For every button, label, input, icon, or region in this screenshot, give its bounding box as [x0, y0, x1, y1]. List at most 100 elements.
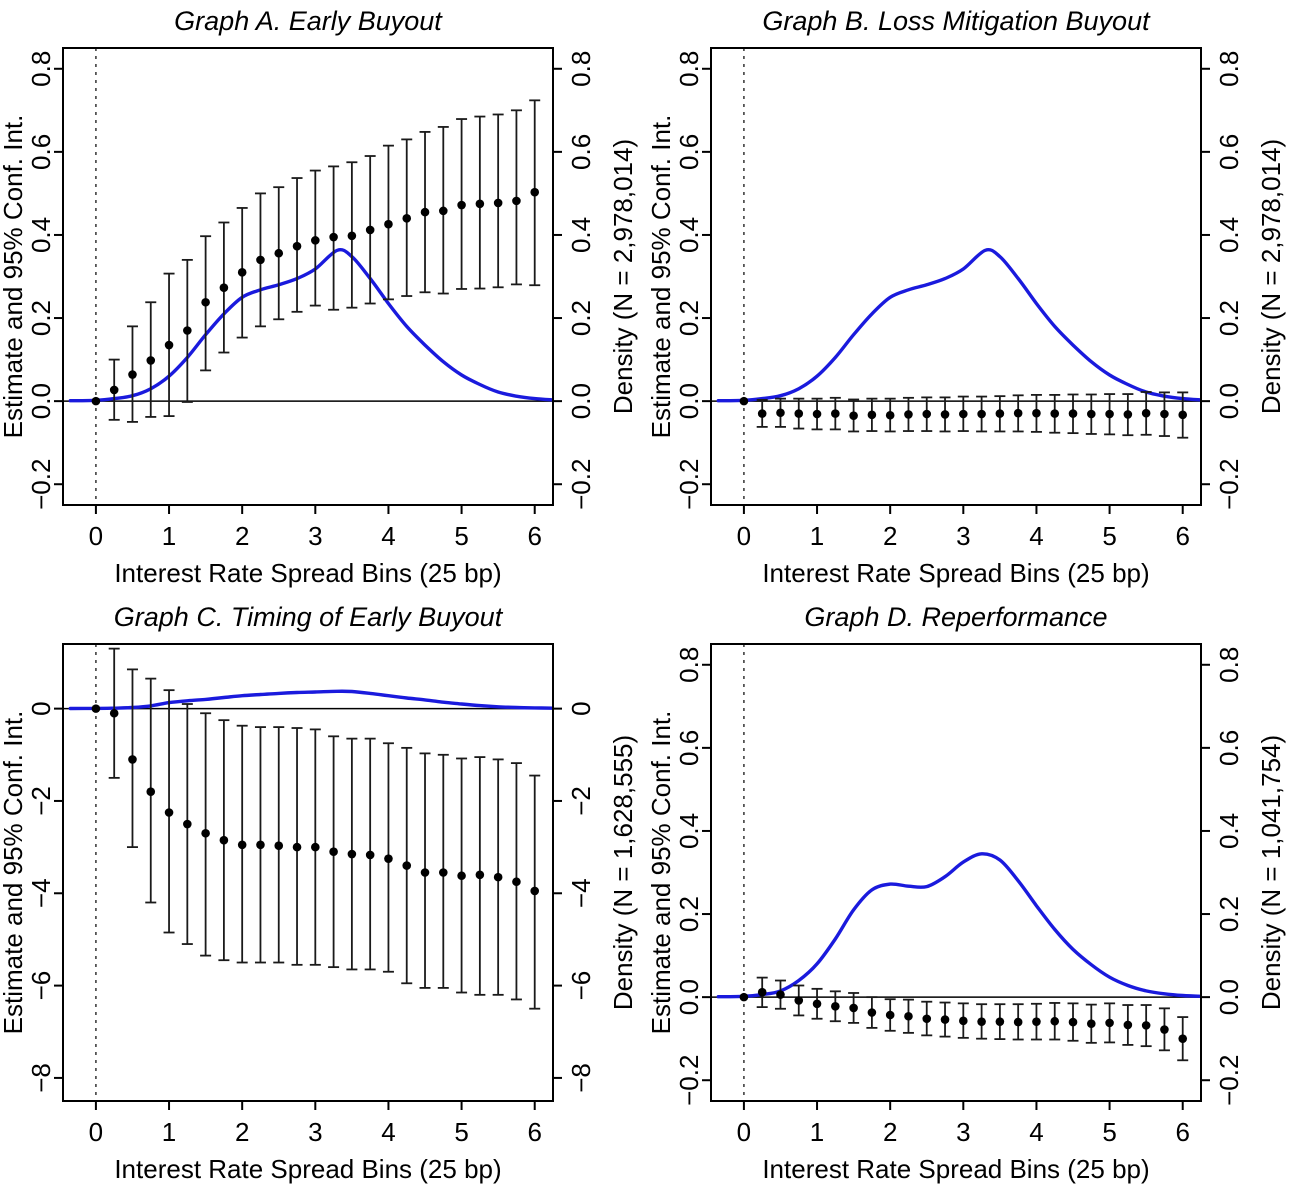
y-tick-label-right: 0.6 — [1214, 730, 1244, 766]
estimate-point — [384, 219, 393, 229]
x-tick-label: 2 — [235, 521, 249, 551]
y-tick-label-left: 0.2 — [674, 300, 704, 336]
x-tick-label: 6 — [1175, 1117, 1189, 1147]
estimate-point — [959, 1016, 968, 1026]
error-bars — [756, 391, 1189, 439]
estimate-point — [1068, 409, 1078, 418]
y-tick-label-right: 0.4 — [566, 217, 596, 253]
estimate-point — [493, 872, 503, 882]
estimate-point — [347, 849, 357, 859]
estimate-points — [739, 987, 1188, 1043]
panel-title: Graph A. Early Buyout — [174, 6, 443, 36]
estimate-point — [347, 231, 357, 241]
estimate-point — [1050, 1016, 1060, 1026]
x-axis: 0 1 2 3 4 5 6 — [737, 505, 1190, 551]
estimate-point — [438, 206, 448, 216]
y-tick-label-right: 0.0 — [566, 383, 596, 419]
estimate-point — [164, 340, 174, 350]
x-axis-label: Interest Rate Spread Bins (25 bp) — [762, 558, 1149, 588]
y-tick-label-left: −0.2 — [26, 459, 56, 510]
y-tick-label-right: 0.2 — [1214, 300, 1244, 336]
y-tick-label-right: 0.6 — [1214, 134, 1244, 170]
y-tick-label-right: −0.2 — [566, 459, 596, 510]
estimate-point — [91, 704, 101, 713]
estimate-point — [1068, 1017, 1078, 1027]
y-tick-label-left: −0.2 — [674, 459, 704, 510]
y-tick-label-right: −0.2 — [1214, 459, 1244, 510]
y-axis-label-right: Density (N = 1,041,754) — [1256, 735, 1286, 1010]
y-tick-label-left: 0.0 — [26, 383, 56, 419]
density-curve — [716, 248, 1201, 403]
estimate-point — [794, 409, 804, 418]
estimate-point — [493, 198, 503, 208]
y-tick-label-left: 0.2 — [26, 300, 56, 336]
estimate-point — [109, 385, 119, 395]
estimate-point — [365, 225, 375, 235]
x-tick-label: 6 — [527, 521, 541, 551]
estimate-point — [201, 828, 210, 838]
x-tick-label: 0 — [737, 521, 751, 551]
y-tick-label-right: −4 — [566, 878, 596, 908]
x-tick-label: 3 — [956, 521, 970, 551]
y-tick-label-left: 0.8 — [674, 647, 704, 683]
panel-graph-a: 0 1 2 3 4 5 6 0.8 0.8 0.6 0.6 0.4 0.4 0.2 0.2 0.0 0.0 −0.… — [0, 0, 648, 596]
estimate-point — [1123, 1020, 1133, 1030]
x-tick-label: 2 — [883, 1117, 897, 1147]
x-tick-label: 5 — [1102, 1117, 1116, 1147]
estimate-point — [940, 410, 950, 419]
estimate-point — [91, 396, 101, 406]
plot-box — [62, 643, 554, 1102]
estimate-point — [1178, 410, 1188, 420]
estimate-point — [794, 996, 804, 1005]
y-tick-label-left: 0.4 — [674, 217, 704, 253]
y-tick-label-right: 0.2 — [566, 300, 596, 336]
error-bars — [756, 976, 1189, 1062]
estimate-point — [402, 861, 412, 870]
y-tick-label-left: −6 — [26, 971, 56, 1001]
estimate-point — [183, 326, 192, 335]
y-tick-label-right: 0.2 — [1214, 896, 1244, 932]
estimate-point — [201, 297, 210, 307]
estimate-point — [977, 409, 986, 419]
plot-box — [710, 47, 1202, 506]
estimate-point — [831, 409, 840, 418]
y-tick-label-right: −2 — [566, 786, 596, 816]
estimate-point — [475, 199, 485, 209]
estimate-point — [530, 886, 540, 896]
y-tick-label-left: 0.6 — [674, 730, 704, 766]
y-tick-label-right: 0.4 — [1214, 217, 1244, 253]
estimate-point — [146, 787, 156, 797]
estimate-point — [402, 214, 412, 223]
estimate-point — [128, 370, 137, 379]
x-tick-label: 0 — [89, 1117, 103, 1147]
estimate-point — [831, 1001, 840, 1011]
estimate-point — [739, 396, 749, 406]
estimate-point — [1141, 1021, 1151, 1030]
estimate-point — [812, 409, 822, 419]
estimate-point — [164, 808, 174, 817]
estimate-point — [940, 1015, 950, 1024]
x-tick-label: 5 — [454, 1117, 468, 1147]
x-tick-label: 1 — [810, 1117, 824, 1147]
y-axis-label-left: Estimate and 95% Conf. Int. — [648, 711, 676, 1035]
panel-title: Graph C. Timing of Early Buyout — [114, 602, 504, 632]
x-tick-label: 2 — [235, 1117, 249, 1147]
estimate-point — [219, 835, 229, 845]
estimate-points — [91, 187, 540, 406]
estimate-point — [237, 840, 247, 850]
estimate-point — [457, 871, 466, 881]
y-tick-label-left: 0.6 — [674, 134, 704, 170]
estimate-point — [757, 409, 767, 418]
y-tick-label-right: 0.0 — [1214, 979, 1244, 1015]
estimate-point — [1050, 409, 1060, 418]
x-tick-label: 1 — [810, 521, 824, 551]
y-axis-label-right: Density (N = 2,978,014) — [608, 139, 638, 414]
x-axis-label: Interest Rate Spread Bins (25 bp) — [762, 1154, 1149, 1184]
estimate-point — [311, 236, 320, 245]
y-tick-label-left: −8 — [26, 1063, 56, 1093]
y-tick-label-left: 0.6 — [26, 134, 56, 170]
estimate-point — [995, 409, 1005, 418]
x-tick-label: 6 — [527, 1117, 541, 1147]
y-tick-label-left: 0.4 — [674, 813, 704, 849]
x-axis-label: Interest Rate Spread Bins (25 bp) — [114, 1154, 501, 1184]
